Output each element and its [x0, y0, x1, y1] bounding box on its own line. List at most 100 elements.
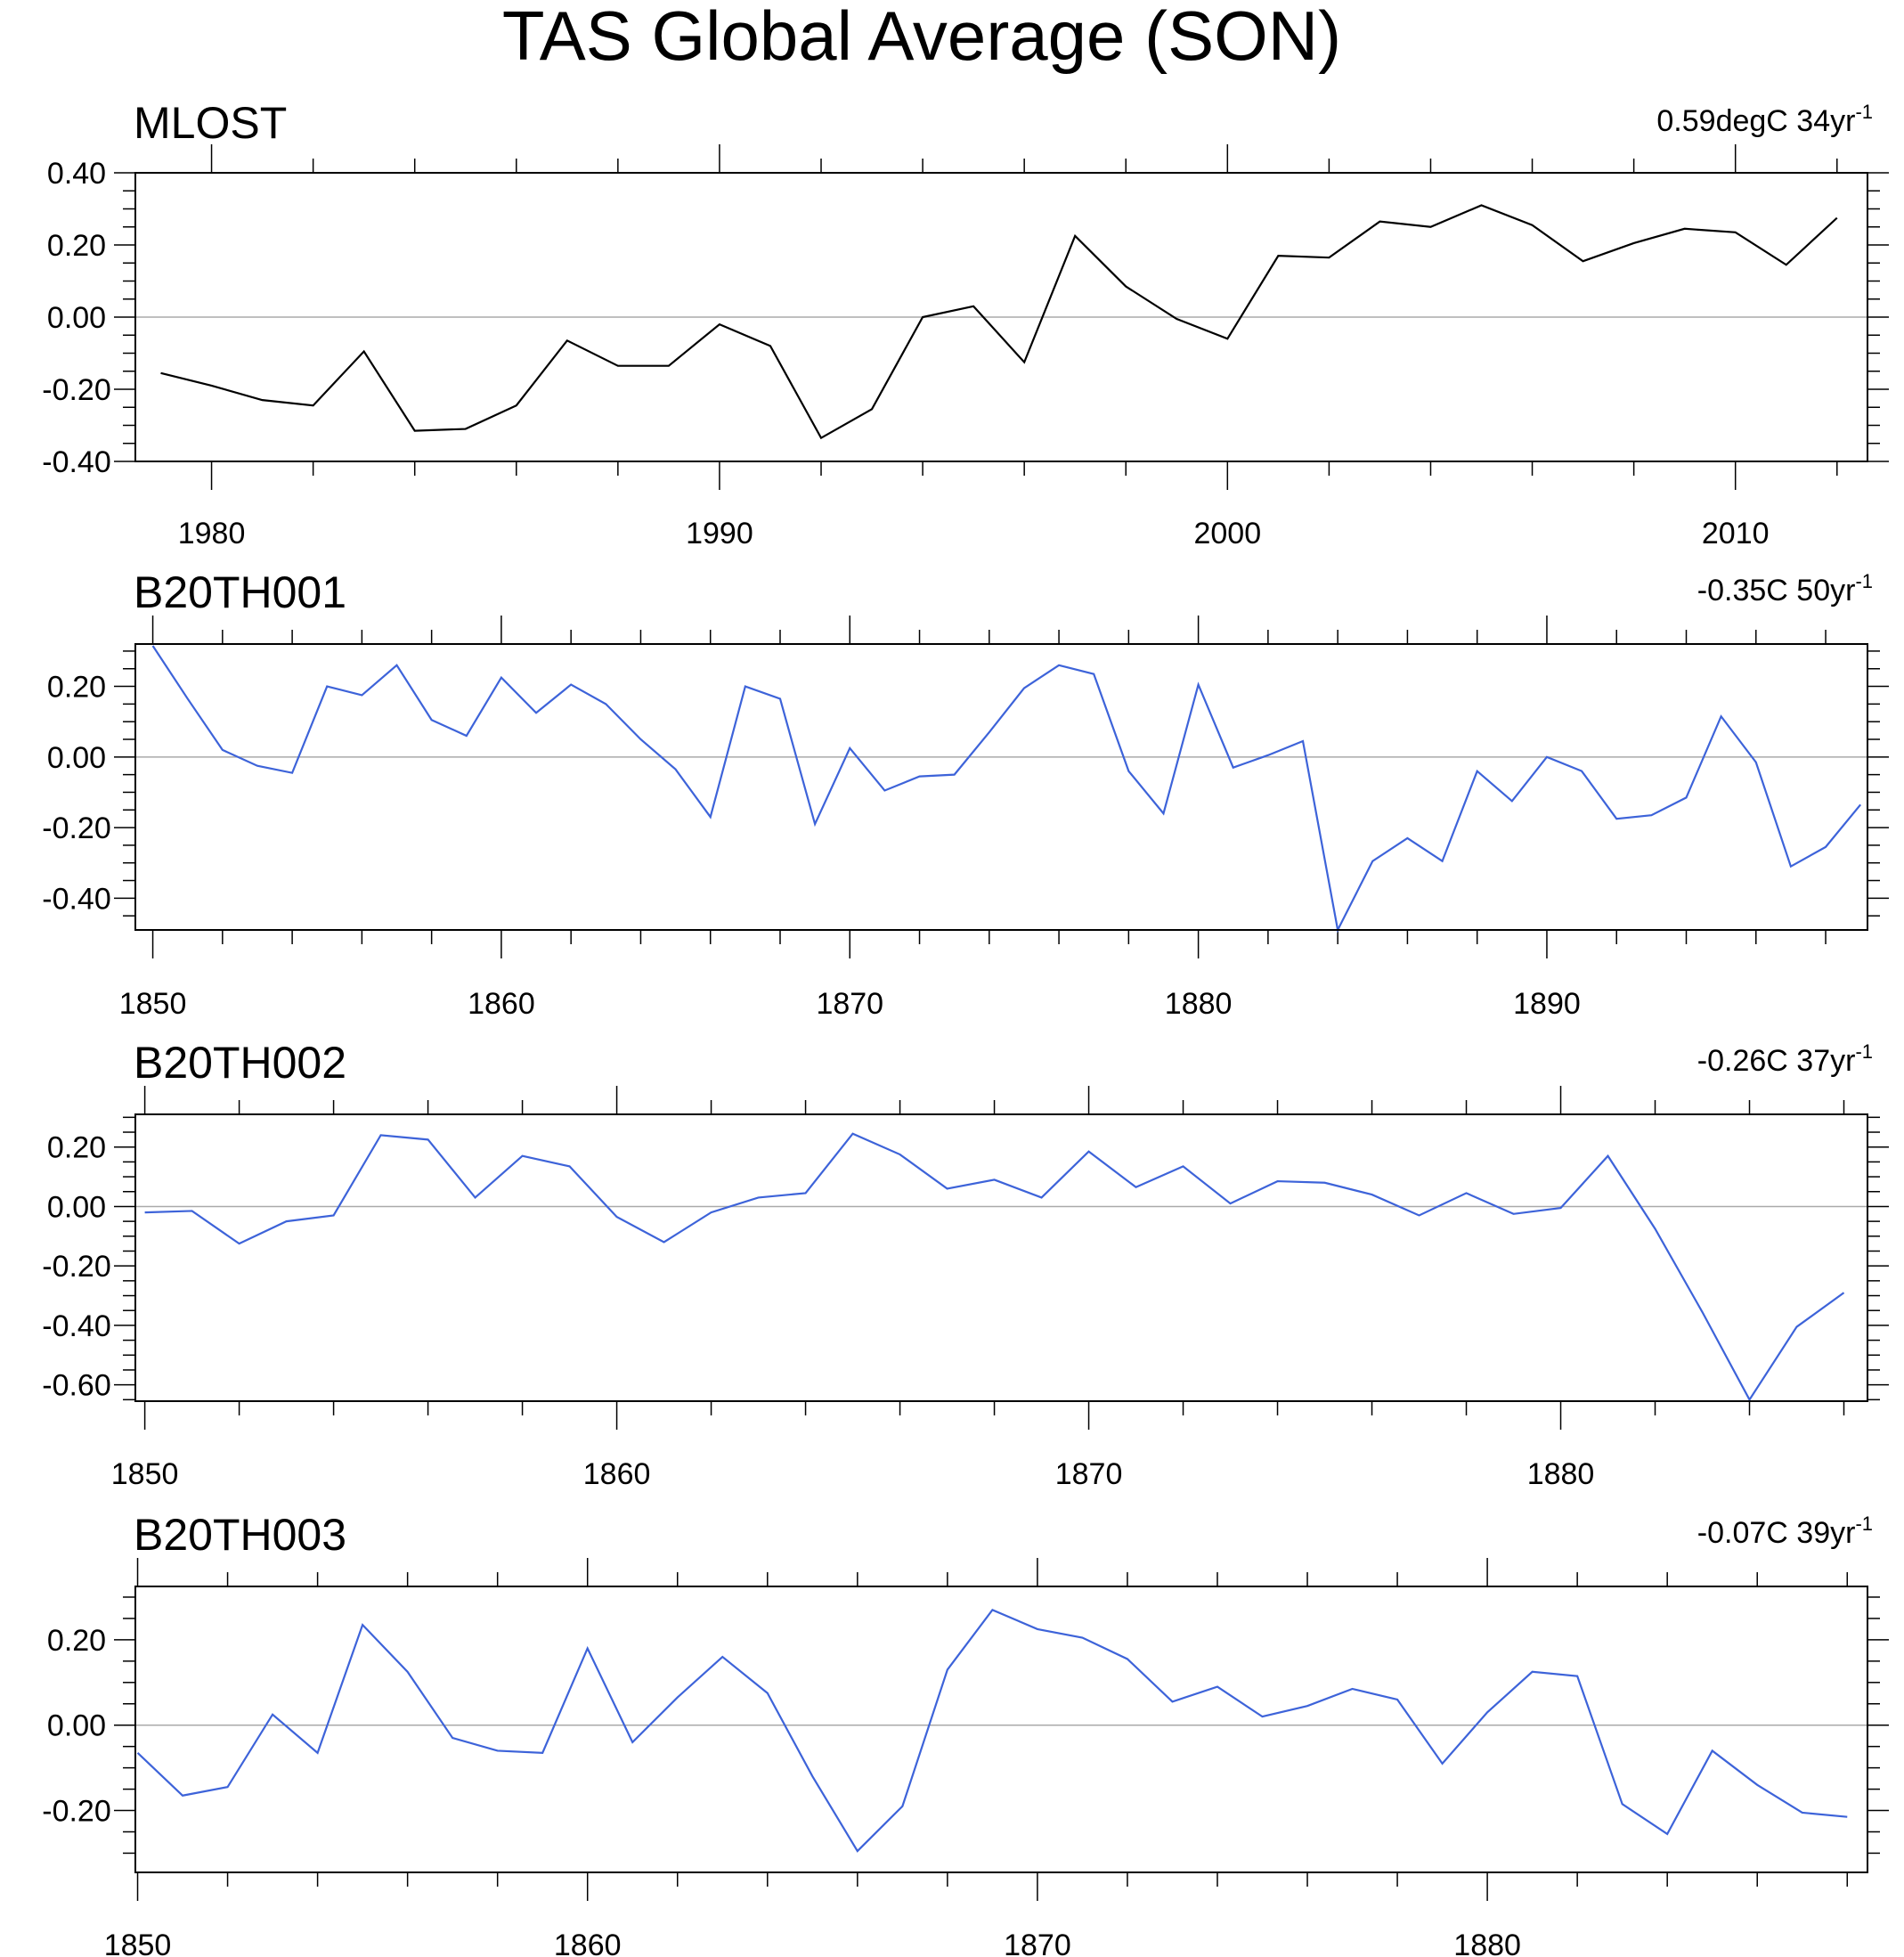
data-point	[1036, 1627, 1039, 1631]
x-tick-label: 1870	[816, 987, 883, 1021]
data-point	[720, 1655, 724, 1659]
data-point	[1606, 1154, 1609, 1158]
data-point	[1057, 664, 1061, 667]
data-point	[709, 1211, 712, 1214]
data-point	[1196, 682, 1200, 686]
x-tick-label: 2000	[1193, 517, 1261, 550]
y-tick-label: 0.20	[47, 1131, 106, 1165]
x-tick-label: 1850	[104, 1928, 172, 1957]
data-point	[186, 697, 190, 700]
data-point	[1039, 1195, 1043, 1199]
y-tick-label: 0.00	[47, 1190, 106, 1224]
data-point	[1545, 755, 1549, 759]
data-point	[673, 767, 677, 771]
data-point	[451, 1736, 454, 1740]
data-point	[1276, 254, 1280, 257]
x-tick-label: 1860	[583, 1457, 651, 1491]
data-point	[534, 711, 538, 714]
data-point	[1175, 317, 1178, 321]
series-line	[151, 645, 1862, 934]
data-point	[1581, 259, 1584, 263]
data-point	[1170, 1700, 1174, 1703]
data-point	[159, 371, 162, 375]
data-point	[1859, 803, 1862, 806]
panel-title: MLOST	[134, 98, 287, 148]
data-point	[604, 702, 607, 705]
data-point	[1754, 761, 1758, 764]
data-point	[718, 322, 721, 326]
data-point	[290, 771, 294, 774]
data-point	[870, 407, 874, 411]
data-point	[1086, 1150, 1090, 1154]
data-point	[662, 1240, 665, 1244]
data-point	[856, 1849, 859, 1853]
data-point	[473, 1195, 476, 1199]
y-tick-label: 0.00	[47, 301, 106, 335]
data-point	[946, 1668, 949, 1671]
data-point	[1620, 1802, 1623, 1806]
data-point	[883, 788, 886, 792]
data-point	[395, 664, 398, 667]
panel-title: B20TH003	[134, 1510, 346, 1560]
data-point	[1022, 686, 1026, 689]
y-tick-label: 0.00	[47, 1709, 106, 1743]
plot-frame	[134, 1113, 1868, 1402]
data-point	[1134, 1186, 1137, 1189]
data-point	[567, 1164, 571, 1168]
data-point	[362, 349, 365, 353]
data-point	[331, 1213, 335, 1217]
data-point	[921, 315, 924, 319]
data-point	[756, 1195, 760, 1199]
data-point	[1682, 227, 1686, 231]
x-tick-label: 1870	[1004, 1928, 1071, 1957]
data-point	[1327, 256, 1330, 259]
data-point	[1080, 1635, 1084, 1639]
panel-title: B20TH002	[134, 1038, 346, 1088]
data-point	[1395, 1698, 1399, 1701]
data-point	[1700, 1310, 1704, 1314]
data-point	[1835, 216, 1839, 219]
data-point	[566, 338, 569, 342]
data-point	[1530, 224, 1534, 227]
data-point	[237, 1242, 240, 1245]
data-point	[315, 1751, 319, 1755]
data-point	[464, 427, 468, 430]
data-point	[616, 363, 620, 367]
data-point	[1232, 766, 1235, 770]
data-point	[271, 1713, 274, 1716]
trend-label: 0.59degC 34yr-1	[1656, 101, 1873, 138]
data-point	[1580, 769, 1583, 772]
data-point	[1417, 1213, 1420, 1217]
y-tick-label: 0.20	[47, 671, 106, 705]
data-point	[992, 1178, 996, 1181]
data-point	[500, 675, 503, 679]
data-point	[1789, 864, 1793, 868]
data-point	[1322, 1181, 1326, 1185]
data-point	[744, 684, 747, 688]
y-tick-label: -0.20	[42, 373, 111, 407]
data-point	[1228, 1202, 1232, 1205]
x-tick-label: 1850	[119, 987, 187, 1021]
chart-title: TAS Global Average (SON)	[501, 0, 1342, 75]
data-point	[676, 1695, 679, 1699]
y-tick-label: -0.20	[42, 811, 111, 845]
data-point	[1845, 1815, 1849, 1819]
data-point	[1464, 1191, 1468, 1195]
data-point	[1649, 813, 1653, 817]
y-tick-label: 0.40	[47, 157, 106, 191]
data-point	[361, 1623, 364, 1627]
data-point	[1755, 1783, 1759, 1787]
data-point	[1405, 836, 1409, 840]
data-point	[945, 1186, 948, 1190]
data-point	[766, 1692, 769, 1695]
data-point	[413, 428, 417, 432]
y-tick-label: 0.20	[47, 229, 106, 263]
x-tick-label: 1990	[686, 517, 753, 550]
data-point	[325, 684, 329, 688]
x-tick-label: 1980	[178, 517, 246, 550]
data-point	[465, 734, 468, 738]
data-point	[778, 697, 782, 700]
x-tick-label: 1890	[1513, 987, 1581, 1021]
